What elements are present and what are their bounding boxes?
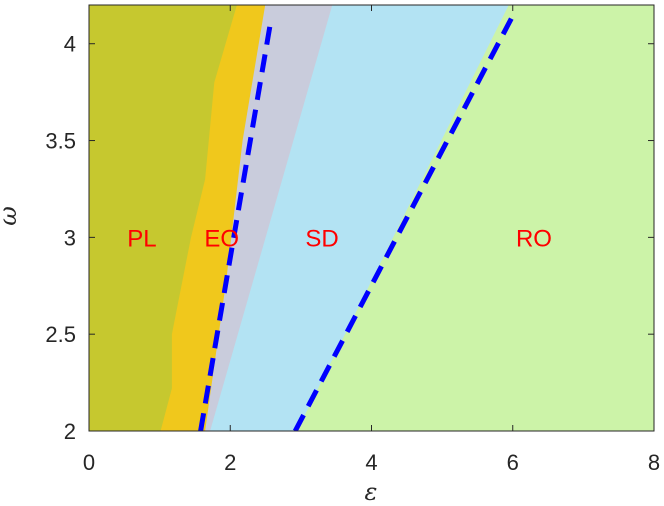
region-label-eo: EO (204, 225, 239, 252)
region-labels: PL EO SD RO (127, 225, 552, 252)
x-tick-label: 8 (648, 450, 660, 475)
region-layer (89, 5, 654, 431)
x-tick-label: 0 (83, 450, 95, 475)
y-tick-label: 3 (64, 225, 76, 250)
dashed-boundary-1 (198, 18, 274, 431)
y-tick-label: 4 (64, 32, 76, 57)
y-tick-label: 3.5 (45, 129, 76, 154)
x-tick-label: 4 (365, 450, 377, 475)
x-tick-label: 2 (224, 450, 236, 475)
y-axis-label: ω (0, 206, 22, 226)
y-tick-label: 2 (64, 419, 76, 444)
x-axis: 0 2 4 6 8 (83, 5, 660, 475)
x-axis-label: ε (365, 478, 378, 506)
x-tick-label: 6 (507, 450, 519, 475)
region-ro (296, 5, 654, 431)
region-label-pl: PL (127, 225, 156, 252)
region-label-ro: RO (516, 225, 552, 252)
boundary-lines (198, 17, 514, 431)
y-axis: 2 2.5 3 3.5 4 (45, 32, 654, 444)
dashed-boundary-2 (292, 17, 514, 431)
region-label-sd: SD (305, 225, 338, 252)
region-sd (210, 5, 510, 431)
y-tick-label: 2.5 (45, 322, 76, 347)
